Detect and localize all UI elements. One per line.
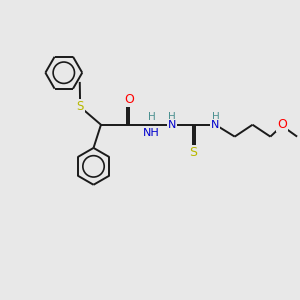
Text: O: O [277,118,287,131]
Text: N: N [168,120,176,130]
Text: H: H [168,112,176,122]
Text: NH: NH [143,128,160,138]
Text: S: S [189,146,197,160]
Text: O: O [124,93,134,106]
Text: H: H [212,112,219,122]
Text: S: S [76,100,84,113]
Text: N: N [211,120,220,130]
Text: H: H [148,112,155,122]
